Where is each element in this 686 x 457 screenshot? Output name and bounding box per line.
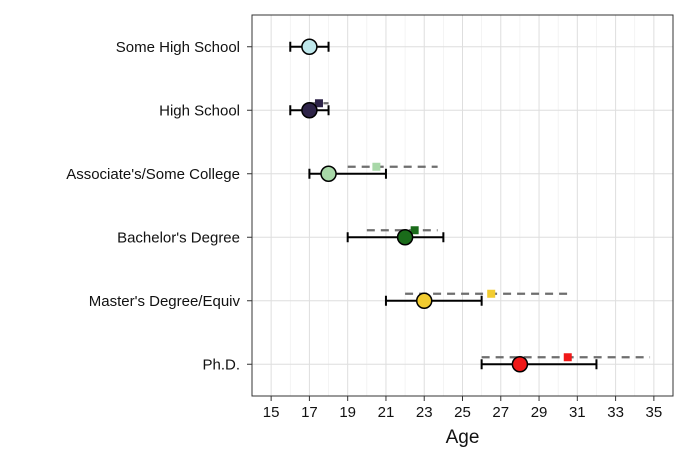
ranges xyxy=(289,41,651,370)
x-tick-label: 33 xyxy=(607,404,624,421)
square-point xyxy=(410,226,419,235)
circle-point xyxy=(511,356,529,373)
x-axis-title: Age xyxy=(446,427,480,448)
x-tick-label: 23 xyxy=(416,404,433,421)
grid xyxy=(251,15,674,396)
x-tick-label: 25 xyxy=(454,404,471,421)
x-tick-label: 29 xyxy=(531,404,548,421)
square-point xyxy=(563,353,572,362)
marks xyxy=(301,38,572,373)
y-tick-label: Some High School xyxy=(116,39,240,56)
y-tick-label: Associate's/Some College xyxy=(66,166,240,183)
x-tick-label: 35 xyxy=(646,404,663,421)
circle-point xyxy=(320,165,337,182)
x-axis: 15 17 19 21 23 25 27 29 31 33 35 xyxy=(263,396,662,421)
x-tick-label: 17 xyxy=(301,404,318,421)
y-tick-label: Bachelor's Degree xyxy=(117,229,240,246)
y-tick-label: Master's Degree/Equiv xyxy=(89,293,241,310)
square-point xyxy=(372,162,381,171)
circle-point xyxy=(415,292,433,309)
x-tick-label: 21 xyxy=(378,404,395,421)
circle-point xyxy=(396,229,414,246)
circle-point xyxy=(301,102,318,119)
circle-point xyxy=(301,38,318,55)
x-tick-label: 27 xyxy=(492,404,509,421)
square-point xyxy=(314,99,323,108)
x-tick-label: 31 xyxy=(569,404,586,421)
square-point xyxy=(487,289,496,298)
category-labels: Some High School High School Associate's/S… xyxy=(66,39,252,373)
y-tick-label: High School xyxy=(159,102,240,119)
x-tick-label: 15 xyxy=(263,404,280,421)
y-tick-label: Ph.D. xyxy=(202,356,240,373)
x-tick-label: 19 xyxy=(339,404,356,421)
